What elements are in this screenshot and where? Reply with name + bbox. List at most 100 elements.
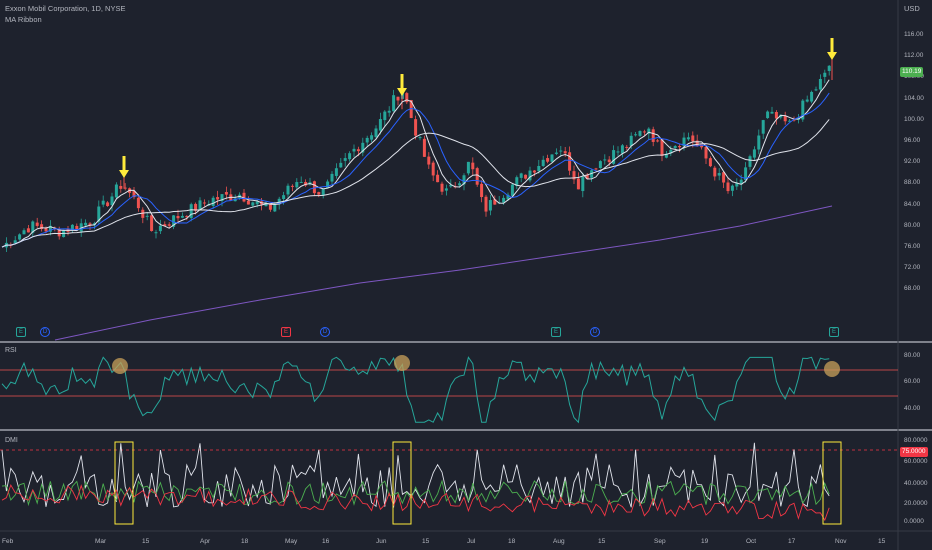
candle-body [730,185,734,191]
candle-body [211,197,215,206]
candle-body [185,216,189,218]
candle-body [110,196,114,206]
ma-long-line [54,205,833,341]
candle-body [801,100,805,120]
candle-body [233,198,237,202]
candle-body [26,228,30,233]
time-tick: 19 [701,538,709,545]
ma-slow-line [1,119,830,248]
candle-body [422,138,426,157]
candle-body [255,201,259,205]
candle-body [40,224,44,229]
rsi-line [1,356,830,424]
candle-body [774,112,778,119]
dmi-tick: 40.0000 [904,480,928,487]
time-tick: 15 [142,538,150,545]
rsi-highlight-circle [824,361,840,377]
candle-body [656,140,660,142]
candle-body [427,156,431,165]
candle-body [480,183,484,198]
candle-body [180,215,184,218]
dividend-marker-icon[interactable]: D [40,327,50,337]
time-tick: Oct [746,538,757,545]
candle-body [339,162,343,168]
candle-body [726,182,730,192]
candle-body [642,131,646,133]
candle-body [123,187,127,189]
candle-body [440,183,444,192]
candle-body [334,168,338,176]
candle-body [458,183,462,186]
candle-body [198,200,202,211]
candle-body [612,150,616,164]
candle-body [273,203,277,212]
dmi-label[interactable]: DMI [5,437,18,444]
candle-body [392,95,396,112]
candle-body [264,202,268,207]
candle-body [524,174,528,179]
dividend-marker-icon[interactable]: D [590,327,600,337]
earnings-marker-icon[interactable]: E [551,327,561,337]
candle-body [75,225,79,230]
candle-body [378,119,382,131]
candle-body [770,111,774,114]
candle-body [84,222,88,226]
candle-body [216,197,220,200]
indicator-name[interactable]: MA Ribbon [5,15,42,24]
dmi-plus-line [1,479,830,507]
candle-body [106,202,110,207]
candle-body [717,173,721,176]
candle-body [519,173,523,178]
candle-body [242,192,246,202]
symbol-title[interactable]: Exxon Mobil Corporation, 1D, NYSE [5,4,126,13]
candle-body [471,162,475,170]
candle-body [616,151,620,153]
dmi-highlight-box [822,441,842,525]
candle-body [660,139,664,156]
candle-body [625,146,629,148]
dmi-tick: 0.0000 [904,518,924,525]
candle-body [299,181,303,183]
candle-body [757,135,761,150]
candle-body [286,185,290,195]
candle-body [436,174,440,183]
rsi-label[interactable]: RSI [5,347,17,354]
candle-body [462,175,466,185]
time-tick: 15 [878,538,886,545]
earnings-marker-icon[interactable]: E [281,327,291,337]
candle-body [823,72,827,77]
price-tick: 72.00 [904,264,921,272]
candle-body [766,111,770,119]
candle-body [163,224,167,226]
earnings-marker-icon[interactable]: E [16,327,26,337]
candle-body [343,158,347,161]
candle-body [695,140,699,146]
candle-body [431,162,435,176]
candle-body [651,129,655,142]
candle-body [365,137,369,143]
candle-body [686,137,690,140]
time-tick: Mar [95,538,107,545]
time-tick: 18 [508,538,516,545]
earnings-marker-icon[interactable]: E [829,327,839,337]
time-tick: 15 [598,538,606,545]
candle-body [31,221,35,233]
candle-body [788,120,792,122]
candle-body [678,145,682,148]
candle-body [783,115,787,122]
candle-body [101,200,105,205]
candle-body [634,134,638,136]
candle-body [585,174,589,179]
dmi-tick: 80.0000 [904,437,928,444]
candle-body [224,192,228,195]
peak-arrow-icon [397,88,407,96]
price-tick: 116.00 [904,31,924,38]
candle-body [827,65,831,71]
candle-body [35,222,39,226]
candle-body [167,224,171,226]
dividend-marker-icon[interactable]: D [320,327,330,337]
candle-body [70,224,74,231]
candle-body [119,185,123,189]
